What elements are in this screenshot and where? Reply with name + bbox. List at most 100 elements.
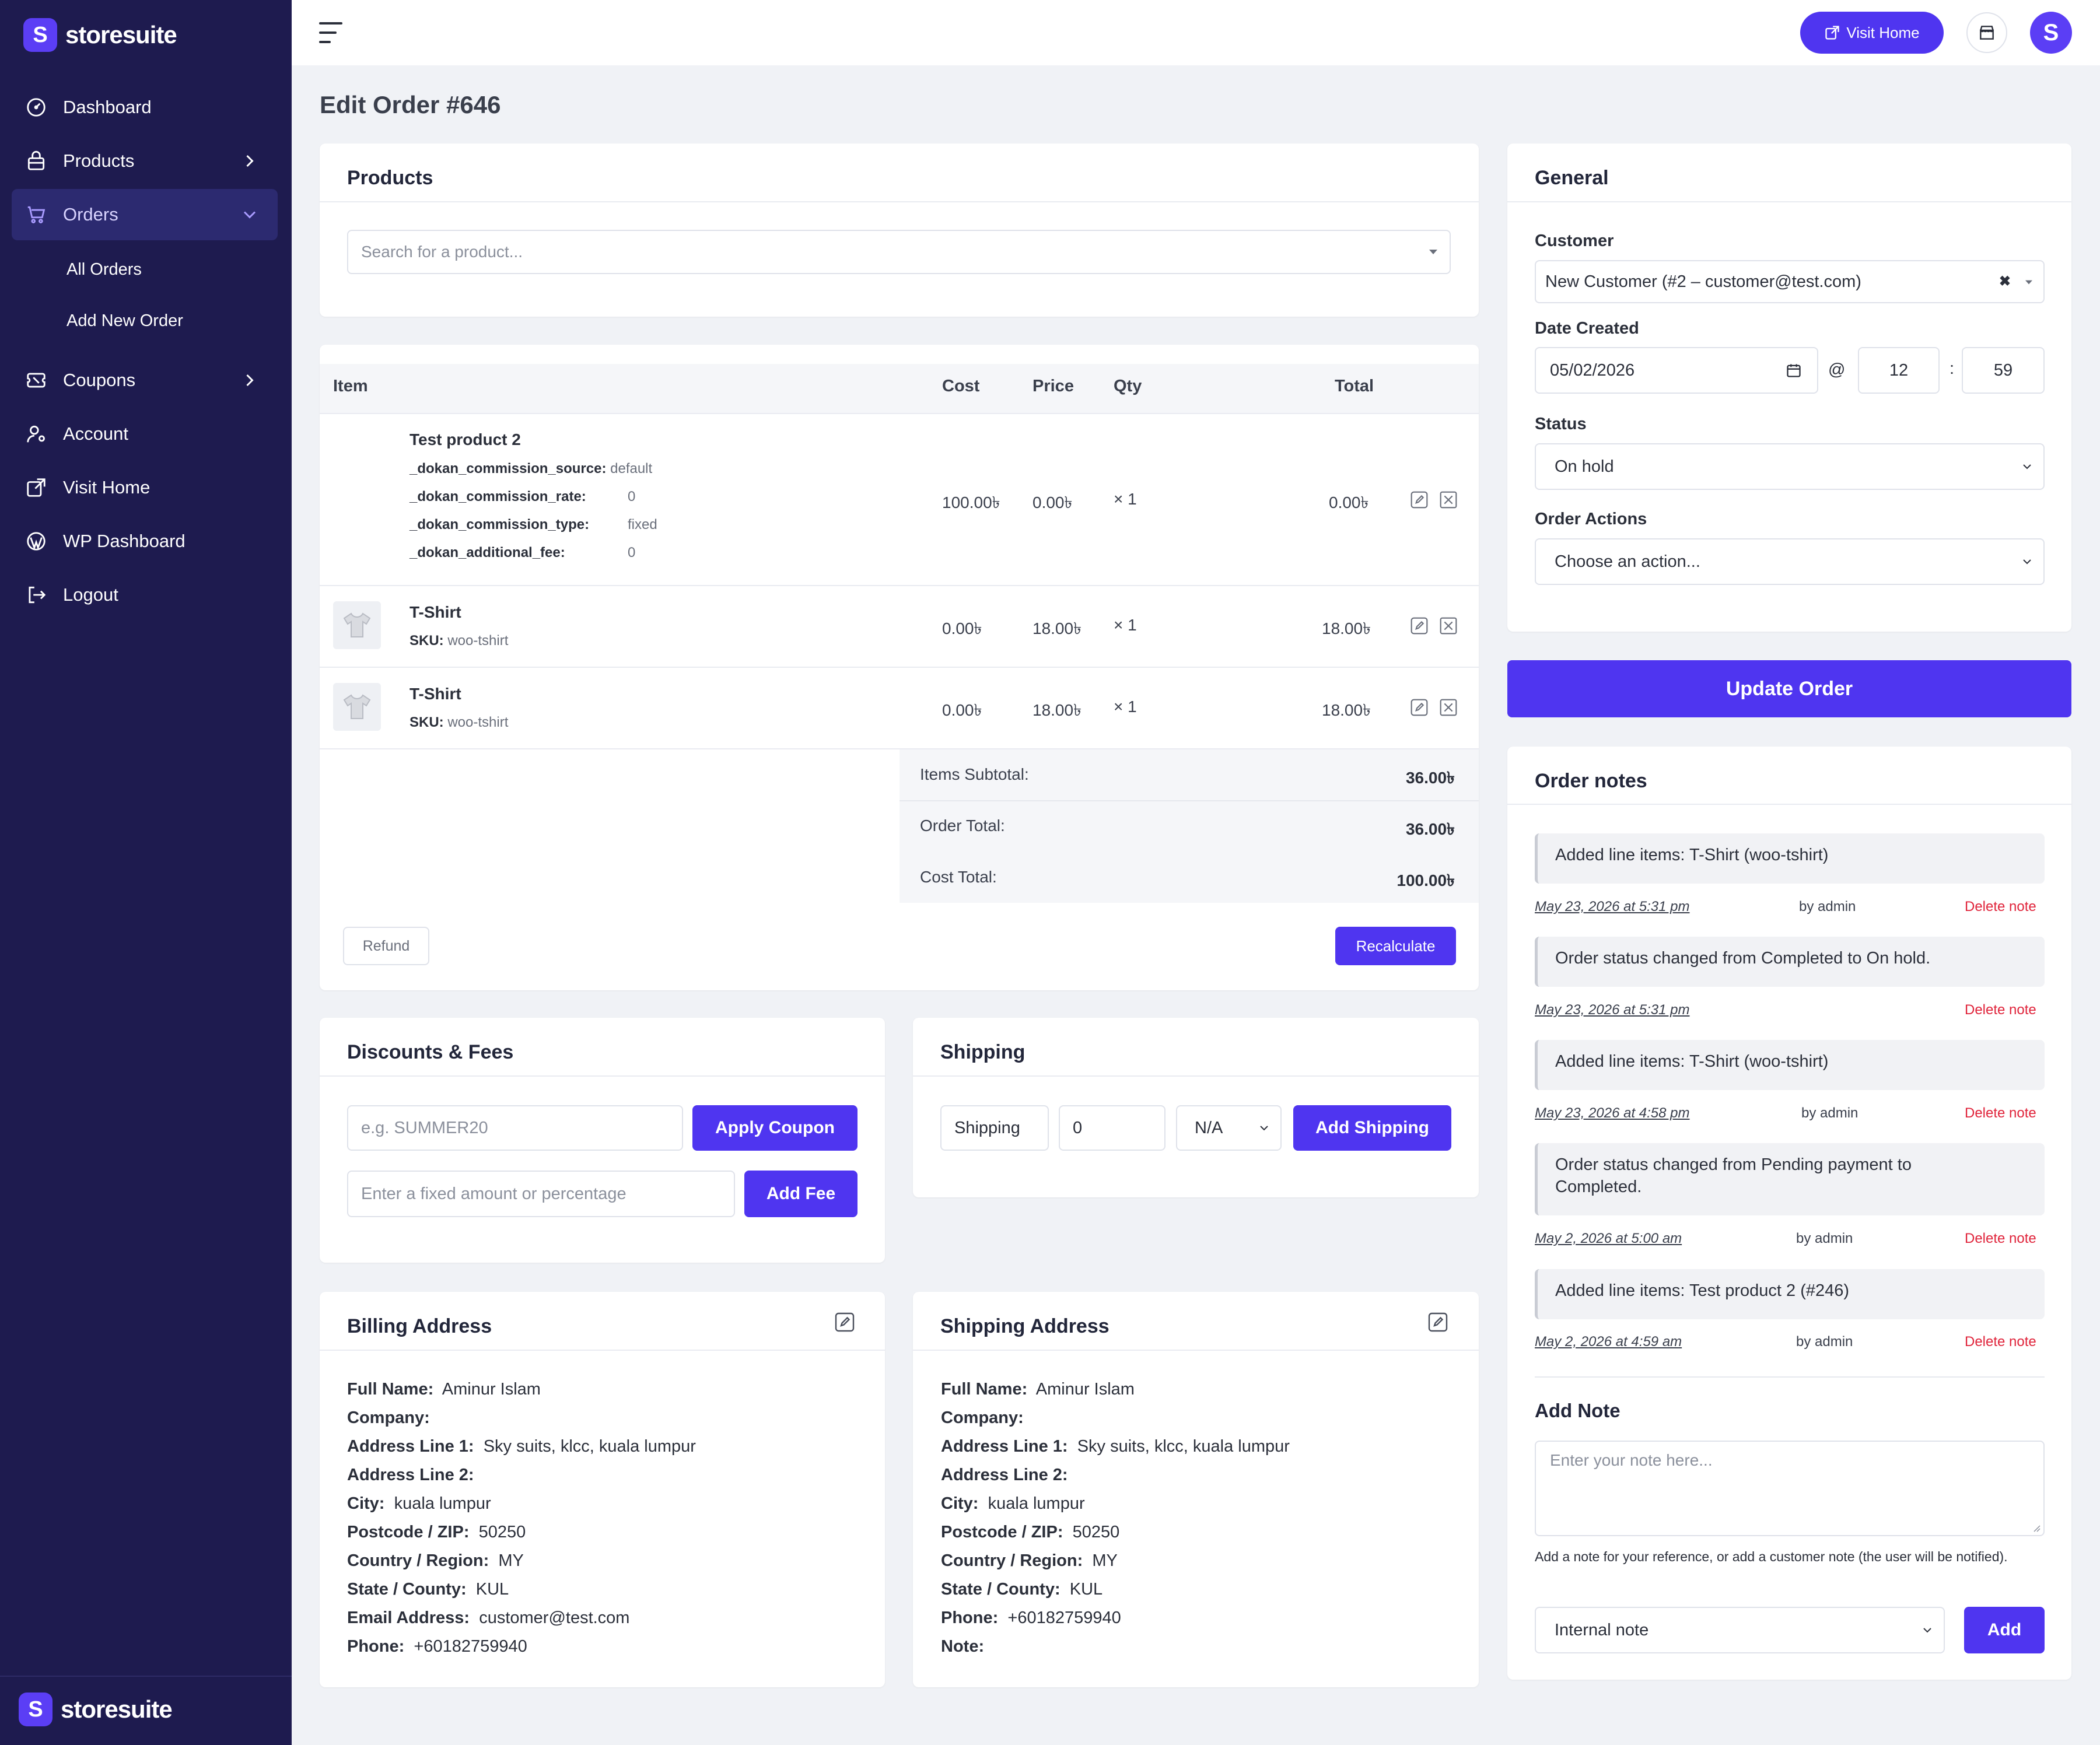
calendar-icon[interactable] (1786, 362, 1802, 379)
refund-button[interactable]: Refund (343, 927, 429, 965)
shipping-method-value: N/A (1195, 1118, 1223, 1137)
fee-amount-input[interactable]: Enter a fixed amount or percentage (347, 1171, 735, 1217)
brand-name: storesuite (61, 1695, 173, 1723)
delete-note-link[interactable]: Delete note (1965, 1231, 2036, 1246)
delete-note-link[interactable]: Delete note (1965, 1002, 2036, 1018)
status-select[interactable]: On hold (1535, 443, 2045, 490)
note-date: May 2, 2026 at 5:00 am (1535, 1231, 1682, 1246)
store-button[interactable] (1966, 12, 2007, 53)
brand-name: storesuite (65, 21, 177, 48)
sidebar-item-products[interactable]: Products (12, 135, 278, 187)
shipping-title: Shipping (940, 1041, 1026, 1063)
chevron-right-icon (246, 374, 254, 387)
apply-coupon-button[interactable]: Apply Coupon (692, 1105, 858, 1151)
sidebar-item-wp-dashboard[interactable]: WP Dashboard (12, 516, 278, 567)
edit-icon[interactable] (1410, 490, 1429, 509)
menu-toggle-icon[interactable] (318, 21, 344, 49)
billing-country: Country / Region: MY (347, 1551, 524, 1570)
edit-icon[interactable] (1410, 698, 1429, 717)
header-price: Price (1032, 377, 1074, 395)
logout-icon (24, 583, 48, 607)
brand-logo[interactable]: S storesuite (23, 18, 177, 52)
delete-item-icon[interactable] (1439, 698, 1458, 717)
shipping-amount-input[interactable]: 0 (1059, 1105, 1166, 1151)
edit-icon[interactable] (1410, 616, 1429, 635)
item-sku: SKU: woo-tshirt (410, 633, 509, 649)
note-author: by admin (1796, 1334, 1853, 1350)
shipping-method-select[interactable]: N/A (1176, 1105, 1282, 1151)
brand-mark-icon: S (23, 18, 57, 52)
store-icon (1980, 26, 1994, 40)
billing-postcode: Postcode / ZIP: 50250 (347, 1523, 526, 1541)
edit-icon[interactable] (1427, 1312, 1448, 1333)
chevron-down-icon (243, 211, 256, 219)
date-created-input[interactable]: 05/02/2026 (1535, 347, 1818, 394)
billing-company: Company: (347, 1408, 430, 1427)
product-thumbnail (333, 601, 381, 649)
item-price: 18.00৳ (1032, 701, 1082, 719)
item-meta-line: _dokan_commission_type: fixed (410, 517, 657, 532)
shipping-postcode: Postcode / ZIP: 50250 (941, 1523, 1120, 1541)
add-shipping-button[interactable]: Add Shipping (1293, 1105, 1451, 1151)
visit-home-button[interactable]: Visit Home (1800, 12, 1944, 54)
product-search-select[interactable]: Search for a product... (347, 230, 1451, 274)
hour-input[interactable]: 12 (1858, 347, 1940, 394)
add-fee-button[interactable]: Add Fee (744, 1171, 858, 1217)
status-label: Status (1535, 415, 1587, 433)
customer-select[interactable]: New Customer (#2 – customer@test.com) ✖ (1535, 260, 2045, 303)
add-note-button[interactable]: Add (1964, 1607, 2045, 1653)
recalculate-button[interactable]: Recalculate (1335, 927, 1456, 965)
update-order-button[interactable]: Update Order (1507, 660, 2071, 717)
order-note: Added line items: T-Shirt (woo-tshirt) (1535, 833, 2045, 884)
sidebar-item-coupons[interactable]: Coupons (12, 355, 278, 406)
coupon-code-input[interactable]: e.g. SUMMER20 (347, 1105, 683, 1151)
product-search-placeholder: Search for a product... (361, 243, 523, 261)
billing-title: Billing Address (347, 1315, 492, 1337)
billing-address-line-2: Address Line 2: (347, 1466, 474, 1484)
sidebar-item-orders[interactable]: Orders (12, 189, 278, 240)
divider (320, 1075, 885, 1077)
divider (913, 1350, 1479, 1351)
order-actions-label: Order Actions (1535, 510, 1647, 528)
chevron-down-icon (1923, 1628, 1931, 1633)
billing-address-line-1: Address Line 1: Sky suits, klcc, kuala l… (347, 1437, 696, 1456)
edit-icon[interactable] (834, 1312, 855, 1333)
order-actions-select[interactable]: Choose an action... (1535, 538, 2045, 585)
item-total: 0.00৳ (1329, 493, 1369, 511)
caret-down-icon (2025, 280, 2032, 285)
note-help-text: Add a note for your reference, or add a … (1535, 1549, 2008, 1564)
chevron-down-icon (2023, 464, 2031, 469)
tshirt-icon (343, 694, 371, 719)
chevron-right-icon (246, 155, 254, 167)
coupons-ticket-icon (24, 369, 48, 392)
clear-customer-icon[interactable]: ✖ (1999, 274, 2011, 289)
note-type-select[interactable]: Internal note (1535, 1607, 1945, 1653)
sidebar-item-logout[interactable]: Logout (12, 569, 278, 621)
delete-note-link[interactable]: Delete note (1965, 899, 2036, 914)
minute-input[interactable]: 59 (1962, 347, 2045, 394)
items-subtotal-label: Items Subtotal: (920, 765, 1029, 783)
shipping-address-title: Shipping Address (940, 1315, 1110, 1337)
discounts-title: Discounts & Fees (347, 1041, 514, 1063)
sidebar-subitem-add-new-order[interactable]: Add New Order (66, 311, 183, 330)
avatar[interactable]: S (2030, 12, 2072, 54)
delete-item-icon[interactable] (1439, 490, 1458, 509)
sidebar-item-dashboard[interactable]: Dashboard (12, 82, 278, 133)
sidebar-item-account[interactable]: Account (12, 408, 278, 460)
caret-down-icon (1429, 250, 1437, 254)
customer-value: New Customer (#2 – customer@test.com) (1545, 272, 1861, 291)
sidebar-item-label: Products (63, 150, 135, 171)
delete-note-link[interactable]: Delete note (1965, 1105, 2036, 1121)
brand-mark-icon: S (19, 1693, 52, 1726)
item-meta-line: _dokan_additional_fee: 0 (410, 545, 636, 560)
shipping-name-input[interactable]: Shipping (940, 1105, 1049, 1151)
delete-note-link[interactable]: Delete note (1965, 1334, 2036, 1350)
item-price: 18.00৳ (1032, 619, 1082, 637)
delete-item-icon[interactable] (1439, 616, 1458, 635)
resize-handle-icon[interactable] (2032, 1523, 2041, 1533)
sidebar-item-label: Orders (63, 204, 118, 225)
row-divider (320, 667, 1479, 668)
note-textarea[interactable]: Enter your note here... (1535, 1441, 2045, 1536)
sidebar-item-visit-home[interactable]: Visit Home (12, 462, 278, 513)
sidebar-subitem-all-orders[interactable]: All Orders (66, 260, 142, 279)
